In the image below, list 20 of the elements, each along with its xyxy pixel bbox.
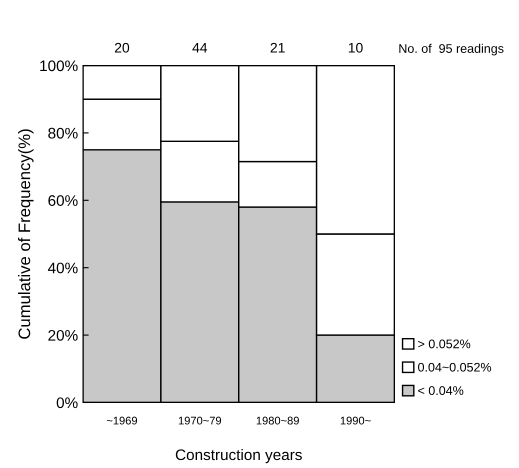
y-tick-label: 0% xyxy=(56,397,78,408)
y-tick-label: 40% xyxy=(48,262,78,274)
y-tick-label: 20% xyxy=(48,330,78,341)
x-tick-label: 1970~79 xyxy=(178,416,222,425)
legend-label: 0.04~0.052% xyxy=(418,362,492,372)
text: 20 xyxy=(114,42,130,53)
legend-label: < 0.04% xyxy=(418,386,464,396)
y-axis-title: Cumulative of Frequency(%) xyxy=(18,129,34,339)
y-tick-label: 60% xyxy=(48,195,78,206)
text: 10 xyxy=(348,42,363,53)
text: No. of 95 readings xyxy=(399,44,504,56)
x-tick-label: 1990~ xyxy=(340,416,371,425)
y-tick-label: 80% xyxy=(48,128,78,139)
x-tick-label: ~1969 xyxy=(106,416,138,425)
y-tick-label: 100% xyxy=(40,60,78,72)
text: 44 xyxy=(192,42,208,53)
text: 21 xyxy=(270,42,285,53)
legend-label: > 0.052% xyxy=(418,339,470,348)
x-axis-title: Construction years xyxy=(176,448,302,464)
x-tick-label: 1980~89 xyxy=(256,416,299,425)
